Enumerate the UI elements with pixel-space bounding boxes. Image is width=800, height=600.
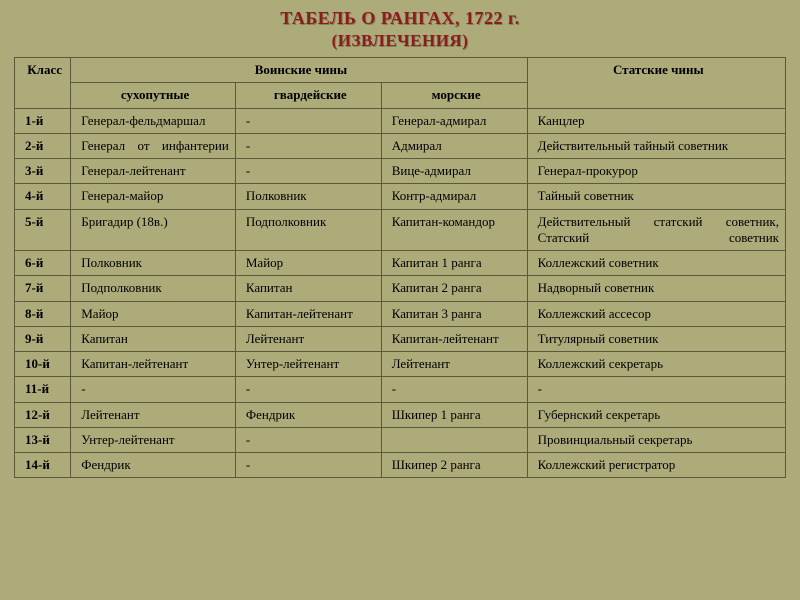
cell-navy: - [381, 377, 527, 402]
cell-civil: Коллежский регистратор [527, 453, 785, 478]
table-row: 3-йГенерал-лейтенант-Вице-адмиралГенерал… [15, 159, 786, 184]
cell-navy: Лейтенант [381, 352, 527, 377]
cell-guard: - [235, 159, 381, 184]
cell-civil: Канцлер [527, 108, 785, 133]
cell-land: - [71, 377, 236, 402]
cell-civil: Тайный советник [527, 184, 785, 209]
cell-navy: Шкипер 2 ранга [381, 453, 527, 478]
cell-land: Капитан-лейтенант [71, 352, 236, 377]
th-military: Воинские чины [71, 58, 527, 83]
table-row: 10-йКапитан-лейтенантУнтер-лейтенантЛейт… [15, 352, 786, 377]
page-subtitle: (ИЗВЛЕЧЕНИЯ) [14, 31, 786, 51]
cell-land: Полковник [71, 251, 236, 276]
cell-class: 3-й [15, 159, 71, 184]
cell-navy: Капитан-командор [381, 209, 527, 251]
page: ТАБЕЛЬ О РАНГАХ, 1722 г. (ИЗВЛЕЧЕНИЯ) Кл… [0, 0, 800, 600]
table-row: 13-йУнтер-лейтенант- Провинциальный секре… [15, 427, 786, 452]
table-row: 7-йПодполковникКапитанКапитан 2 рангаНад… [15, 276, 786, 301]
cell-navy [381, 427, 527, 452]
table-row: 4-йГенерал-майорПолковникКонтр-адмиралТа… [15, 184, 786, 209]
cell-civil: Генерал-прокурор [527, 159, 785, 184]
cell-class: 10-й [15, 352, 71, 377]
cell-land: Подполковник [71, 276, 236, 301]
cell-navy: Контр-адмирал [381, 184, 527, 209]
cell-navy: Капитан 1 ранга [381, 251, 527, 276]
cell-land: Генерал-лейтенант [71, 159, 236, 184]
table-header-row-1: Класс Воинские чины Статские чины [15, 58, 786, 83]
cell-guard: Унтер-лейтенант [235, 352, 381, 377]
cell-guard: Подполковник [235, 209, 381, 251]
cell-land: Бригадир (18в.) [71, 209, 236, 251]
cell-civil: Коллежский советник [527, 251, 785, 276]
cell-class: 8-й [15, 301, 71, 326]
table-row: 1-йГенерал-фельдмаршал-Генерал-адмиралКа… [15, 108, 786, 133]
cell-land: Лейтенант [71, 402, 236, 427]
cell-civil: Титулярный советник [527, 326, 785, 351]
cell-guard: Майор [235, 251, 381, 276]
cell-land: Майор [71, 301, 236, 326]
cell-navy: Капитан 3 ранга [381, 301, 527, 326]
th-civil: Статские чины [527, 58, 785, 109]
cell-guard: Фендрик [235, 402, 381, 427]
page-title: ТАБЕЛЬ О РАНГАХ, 1722 г. [14, 8, 786, 29]
th-guard: гвардейские [235, 83, 381, 108]
cell-guard: - [235, 453, 381, 478]
cell-land: Генерал от инфантерии [71, 133, 236, 158]
cell-class: 4-й [15, 184, 71, 209]
table-row: 8-йМайорКапитан-лейтенантКапитан 3 ранга… [15, 301, 786, 326]
cell-civil: Действительный статский советник,Статски… [527, 209, 785, 251]
cell-guard: Капитан-лейтенант [235, 301, 381, 326]
cell-navy: Адмирал [381, 133, 527, 158]
cell-class: 2-й [15, 133, 71, 158]
cell-civil: Надворный советник [527, 276, 785, 301]
th-class: Класс [15, 58, 71, 109]
cell-class: 7-й [15, 276, 71, 301]
cell-civil: - [527, 377, 785, 402]
cell-civil: Коллежский ассесор [527, 301, 785, 326]
table-body: 1-йГенерал-фельдмаршал-Генерал-адмиралКа… [15, 108, 786, 478]
th-navy: морские [381, 83, 527, 108]
cell-land: Капитан [71, 326, 236, 351]
cell-class: 5-й [15, 209, 71, 251]
cell-guard: - [235, 133, 381, 158]
table-row: 11-й---- [15, 377, 786, 402]
cell-class: 1-й [15, 108, 71, 133]
cell-guard: Лейтенант [235, 326, 381, 351]
cell-land: Генерал-фельдмаршал [71, 108, 236, 133]
cell-class: 14-й [15, 453, 71, 478]
cell-class: 11-й [15, 377, 71, 402]
cell-land: Генерал-майор [71, 184, 236, 209]
cell-civil: Губернский секретарь [527, 402, 785, 427]
cell-navy: Генерал-адмирал [381, 108, 527, 133]
cell-guard: - [235, 377, 381, 402]
table-row: 9-йКапитанЛейтенантКапитан-лейтенантТиту… [15, 326, 786, 351]
cell-navy: Шкипер 1 ранга [381, 402, 527, 427]
table-row: 14-йФендрик-Шкипер 2 рангаКоллежский рег… [15, 453, 786, 478]
ranks-table: Класс Воинские чины Статские чины сухопу… [14, 57, 786, 478]
table-row: 6-йПолковникМайорКапитан 1 рангаКоллежск… [15, 251, 786, 276]
table-row: 12-йЛейтенантФендрикШкипер 1 рангаГуберн… [15, 402, 786, 427]
cell-guard: Полковник [235, 184, 381, 209]
th-land: сухопутные [71, 83, 236, 108]
cell-navy: Капитан 2 ранга [381, 276, 527, 301]
cell-navy: Капитан-лейтенант [381, 326, 527, 351]
cell-civil: Провинциальный секретарь [527, 427, 785, 452]
table-row: 2-йГенерал от инфантерии-АдмиралДействит… [15, 133, 786, 158]
cell-guard: - [235, 427, 381, 452]
cell-class: 12-й [15, 402, 71, 427]
cell-guard: Капитан [235, 276, 381, 301]
cell-class: 6-й [15, 251, 71, 276]
cell-land: Фендрик [71, 453, 236, 478]
table-row: 5-йБригадир (18в.)ПодполковникКапитан-ко… [15, 209, 786, 251]
cell-land: Унтер-лейтенант [71, 427, 236, 452]
cell-class: 9-й [15, 326, 71, 351]
cell-navy: Вице-адмирал [381, 159, 527, 184]
cell-guard: - [235, 108, 381, 133]
cell-civil: Действительный тайный советник [527, 133, 785, 158]
cell-class: 13-й [15, 427, 71, 452]
cell-civil: Коллежский секретарь [527, 352, 785, 377]
